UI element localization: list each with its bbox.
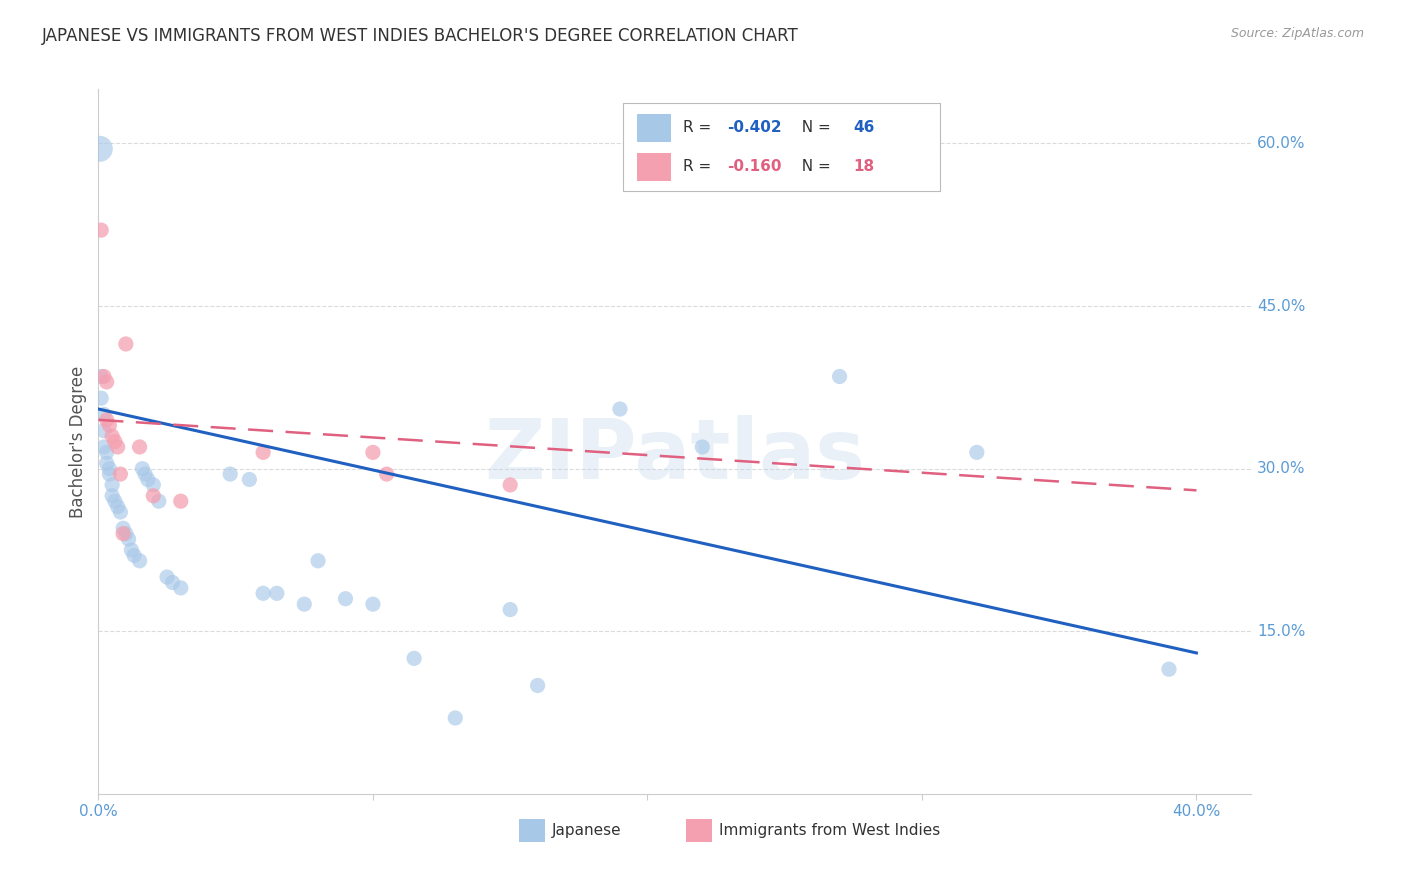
Point bbox=[361, 445, 384, 459]
Point bbox=[252, 445, 274, 459]
Point bbox=[93, 408, 115, 422]
Text: ZIPatlas: ZIPatlas bbox=[485, 415, 865, 496]
Point bbox=[134, 467, 156, 481]
Point bbox=[162, 575, 184, 590]
Point bbox=[404, 651, 426, 665]
Text: 60.0%: 60.0% bbox=[1257, 136, 1306, 151]
Point bbox=[115, 526, 138, 541]
Point bbox=[89, 142, 111, 156]
Text: -0.402: -0.402 bbox=[727, 120, 782, 136]
Text: -0.160: -0.160 bbox=[727, 159, 782, 174]
Text: N =: N = bbox=[793, 159, 837, 174]
Point bbox=[238, 473, 260, 487]
Point bbox=[292, 597, 315, 611]
Point bbox=[609, 402, 631, 417]
Text: Immigrants from West Indies: Immigrants from West Indies bbox=[718, 823, 941, 838]
FancyBboxPatch shape bbox=[637, 114, 672, 142]
Text: 18: 18 bbox=[853, 159, 875, 174]
Point bbox=[375, 467, 398, 481]
Point bbox=[98, 461, 121, 475]
Y-axis label: Bachelor's Degree: Bachelor's Degree bbox=[69, 366, 87, 517]
Text: 15.0%: 15.0% bbox=[1257, 624, 1306, 639]
Point bbox=[90, 223, 112, 237]
Point bbox=[136, 473, 159, 487]
Point bbox=[335, 591, 357, 606]
Text: Source: ZipAtlas.com: Source: ZipAtlas.com bbox=[1230, 27, 1364, 40]
Point bbox=[107, 500, 129, 514]
FancyBboxPatch shape bbox=[686, 819, 711, 842]
Text: N =: N = bbox=[793, 120, 837, 136]
Point bbox=[142, 478, 165, 492]
FancyBboxPatch shape bbox=[623, 103, 941, 192]
Point bbox=[101, 489, 124, 503]
Point bbox=[142, 489, 165, 503]
Point bbox=[96, 456, 118, 470]
Point bbox=[110, 467, 132, 481]
Point bbox=[98, 467, 121, 481]
Point bbox=[90, 391, 112, 405]
Point bbox=[104, 434, 127, 449]
Point bbox=[148, 494, 170, 508]
Point bbox=[444, 711, 467, 725]
Point bbox=[266, 586, 288, 600]
Point bbox=[131, 461, 153, 475]
Point bbox=[112, 526, 135, 541]
Point bbox=[828, 369, 851, 384]
Point bbox=[90, 369, 112, 384]
Text: Japanese: Japanese bbox=[551, 823, 621, 838]
Point bbox=[107, 440, 129, 454]
Point bbox=[120, 543, 142, 558]
Point bbox=[96, 413, 118, 427]
Text: JAPANESE VS IMMIGRANTS FROM WEST INDIES BACHELOR'S DEGREE CORRELATION CHART: JAPANESE VS IMMIGRANTS FROM WEST INDIES … bbox=[42, 27, 799, 45]
Point bbox=[307, 554, 329, 568]
Point bbox=[252, 586, 274, 600]
Point bbox=[128, 554, 150, 568]
FancyBboxPatch shape bbox=[637, 153, 672, 181]
Point bbox=[93, 369, 115, 384]
Point bbox=[170, 581, 193, 595]
Point bbox=[96, 375, 118, 389]
Text: 46: 46 bbox=[853, 120, 875, 136]
Text: R =: R = bbox=[683, 159, 716, 174]
Point bbox=[1157, 662, 1180, 676]
Text: 45.0%: 45.0% bbox=[1257, 299, 1306, 313]
Point bbox=[101, 478, 124, 492]
Point bbox=[499, 602, 522, 616]
Point bbox=[104, 494, 127, 508]
Text: 30.0%: 30.0% bbox=[1257, 461, 1306, 476]
Point bbox=[219, 467, 242, 481]
Point bbox=[122, 549, 145, 563]
Point bbox=[93, 440, 115, 454]
Point bbox=[115, 337, 138, 351]
Point bbox=[110, 505, 132, 519]
Point bbox=[156, 570, 179, 584]
Point bbox=[966, 445, 988, 459]
Point bbox=[361, 597, 384, 611]
Point bbox=[128, 440, 150, 454]
Point bbox=[112, 521, 135, 535]
Point bbox=[692, 440, 714, 454]
Point bbox=[93, 424, 115, 438]
Point bbox=[526, 678, 548, 692]
Point bbox=[117, 532, 139, 546]
Point bbox=[96, 445, 118, 459]
Point bbox=[170, 494, 193, 508]
Point bbox=[499, 478, 522, 492]
Text: R =: R = bbox=[683, 120, 716, 136]
FancyBboxPatch shape bbox=[519, 819, 544, 842]
Point bbox=[98, 418, 121, 433]
Point bbox=[101, 429, 124, 443]
